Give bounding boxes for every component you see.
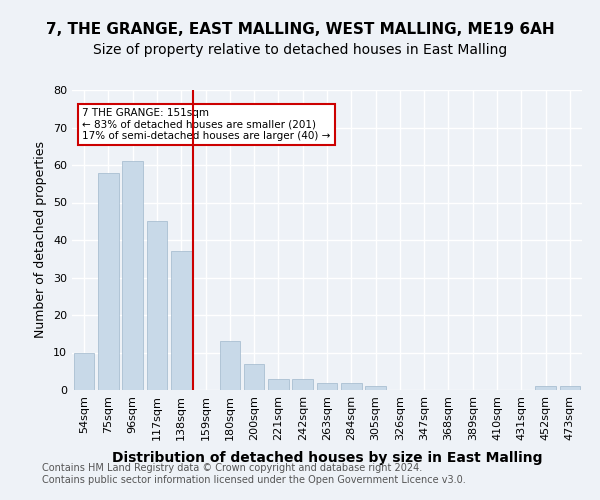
Text: 7 THE GRANGE: 151sqm
← 83% of detached houses are smaller (201)
17% of semi-deta: 7 THE GRANGE: 151sqm ← 83% of detached h… bbox=[82, 108, 331, 141]
Bar bbox=[220, 341, 240, 390]
Y-axis label: Number of detached properties: Number of detached properties bbox=[34, 142, 47, 338]
Bar bbox=[341, 382, 362, 390]
Bar bbox=[365, 386, 386, 390]
Bar bbox=[317, 382, 337, 390]
Bar bbox=[171, 251, 191, 390]
Bar bbox=[98, 172, 119, 390]
Bar bbox=[268, 379, 289, 390]
Bar bbox=[122, 161, 143, 390]
Bar bbox=[244, 364, 265, 390]
Text: 7, THE GRANGE, EAST MALLING, WEST MALLING, ME19 6AH: 7, THE GRANGE, EAST MALLING, WEST MALLIN… bbox=[46, 22, 554, 38]
Bar bbox=[560, 386, 580, 390]
Text: Size of property relative to detached houses in East Malling: Size of property relative to detached ho… bbox=[93, 43, 507, 57]
Bar bbox=[292, 379, 313, 390]
Bar bbox=[535, 386, 556, 390]
X-axis label: Distribution of detached houses by size in East Malling: Distribution of detached houses by size … bbox=[112, 451, 542, 465]
Bar bbox=[146, 221, 167, 390]
Bar bbox=[74, 352, 94, 390]
Text: Contains HM Land Registry data © Crown copyright and database right 2024.
Contai: Contains HM Land Registry data © Crown c… bbox=[42, 464, 466, 485]
